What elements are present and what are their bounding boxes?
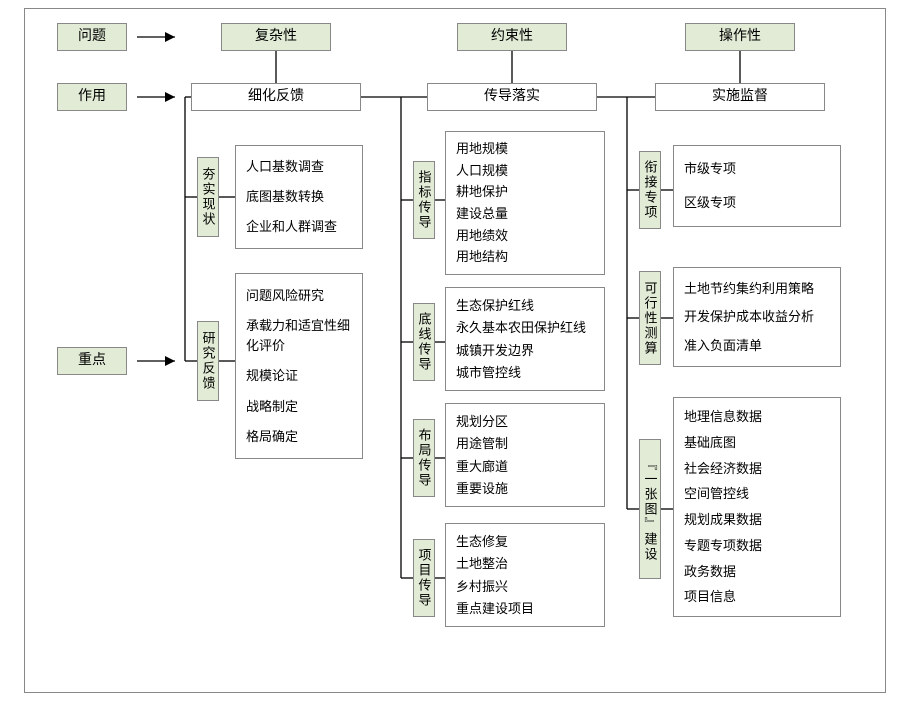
col2-header: 约束性 — [457, 23, 567, 51]
list-item: 区级专项 — [684, 193, 830, 213]
list-item: 重要设施 — [456, 479, 594, 499]
col2-sub: 传导落实 — [427, 83, 597, 111]
col2-group2-label: 布局传导 — [413, 419, 435, 497]
col1-group0-list: 人口基数调查 底图基数转换 企业和人群调查 — [235, 145, 363, 249]
col2-group2-list: 规划分区 用途管制 重大廊道 重要设施 — [445, 403, 605, 507]
col3-group0-list: 市级专项 区级专项 — [673, 145, 841, 227]
list-item: 政务数据 — [684, 562, 830, 582]
col3-header: 操作性 — [685, 23, 795, 51]
list-item: 底图基数转换 — [246, 187, 352, 207]
list-item: 城市管控线 — [456, 363, 594, 383]
col2-group1-label: 底线传导 — [413, 303, 435, 381]
list-item: 土地整治 — [456, 554, 594, 574]
list-item: 规模论证 — [246, 366, 352, 386]
list-item: 规划分区 — [456, 412, 594, 432]
col3-group1-list: 土地节约集约利用策略 开发保护成本收益分析 准入负面清单 — [673, 267, 841, 367]
list-item: 永久基本农田保护红线 — [456, 318, 594, 338]
list-item: 人口基数调查 — [246, 157, 352, 177]
list-item: 开发保护成本收益分析 — [684, 307, 830, 327]
list-item: 生态保护红线 — [456, 296, 594, 316]
list-item: 用地结构 — [456, 247, 594, 267]
list-item: 格局确定 — [246, 427, 352, 447]
label-focus: 重点 — [57, 347, 127, 375]
list-item: 重点建设项目 — [456, 599, 594, 619]
list-item: 准入负面清单 — [684, 336, 830, 356]
list-item: 社会经济数据 — [684, 459, 830, 479]
list-item: 建设总量 — [456, 204, 594, 224]
list-item: 空间管控线 — [684, 484, 830, 504]
col3-group0-label: 衔接专项 — [639, 151, 661, 229]
label-function: 作用 — [57, 83, 127, 111]
list-item: 用途管制 — [456, 434, 594, 454]
list-item: 土地节约集约利用策略 — [684, 279, 830, 299]
col3-group2-label: 『一张图』建设 — [639, 439, 661, 579]
diagram-canvas: 问题 作用 重点 复杂性 细化反馈 夯实现状 人口基数调查 底图基数转换 企业和… — [24, 8, 886, 693]
list-item: 乡村振兴 — [456, 577, 594, 597]
col1-header: 复杂性 — [221, 23, 331, 51]
col2-group1-list: 生态保护红线 永久基本农田保护红线 城镇开发边界 城市管控线 — [445, 287, 605, 391]
col3-sub: 实施监督 — [655, 83, 825, 111]
col1-group0-label: 夯实现状 — [197, 157, 219, 237]
col2-group3-label: 项目传导 — [413, 539, 435, 617]
list-item: 项目信息 — [684, 587, 830, 607]
col2-group0-list: 用地规模 人口规模 耕地保护 建设总量 用地绩效 用地结构 — [445, 131, 605, 275]
list-item: 规划成果数据 — [684, 510, 830, 530]
list-item: 人口规模 — [456, 161, 594, 181]
list-item: 耕地保护 — [456, 182, 594, 202]
list-item: 专题专项数据 — [684, 536, 830, 556]
col2-group3-list: 生态修复 土地整治 乡村振兴 重点建设项目 — [445, 523, 605, 627]
list-item: 企业和人群调查 — [246, 217, 352, 237]
list-item: 基础底图 — [684, 433, 830, 453]
col1-group1-label: 研究反馈 — [197, 321, 219, 401]
list-item: 问题风险研究 — [246, 286, 352, 306]
list-item: 生态修复 — [456, 532, 594, 552]
col3-group1-label: 可行性测算 — [639, 271, 661, 365]
list-item: 地理信息数据 — [684, 407, 830, 427]
col2-group0-label: 指标传导 — [413, 161, 435, 239]
list-item: 城镇开发边界 — [456, 341, 594, 361]
col1-sub: 细化反馈 — [191, 83, 361, 111]
list-item: 重大廊道 — [456, 457, 594, 477]
list-item: 战略制定 — [246, 397, 352, 417]
list-item: 用地绩效 — [456, 226, 594, 246]
col3-group2-list: 地理信息数据 基础底图 社会经济数据 空间管控线 规划成果数据 专题专项数据 政… — [673, 397, 841, 617]
list-item: 市级专项 — [684, 159, 830, 179]
col1-group1-list: 问题风险研究 承载力和适宜性细化评价 规模论证 战略制定 格局确定 — [235, 273, 363, 459]
list-item: 用地规模 — [456, 139, 594, 159]
label-problem: 问题 — [57, 23, 127, 51]
list-item: 承载力和适宜性细化评价 — [246, 316, 352, 355]
